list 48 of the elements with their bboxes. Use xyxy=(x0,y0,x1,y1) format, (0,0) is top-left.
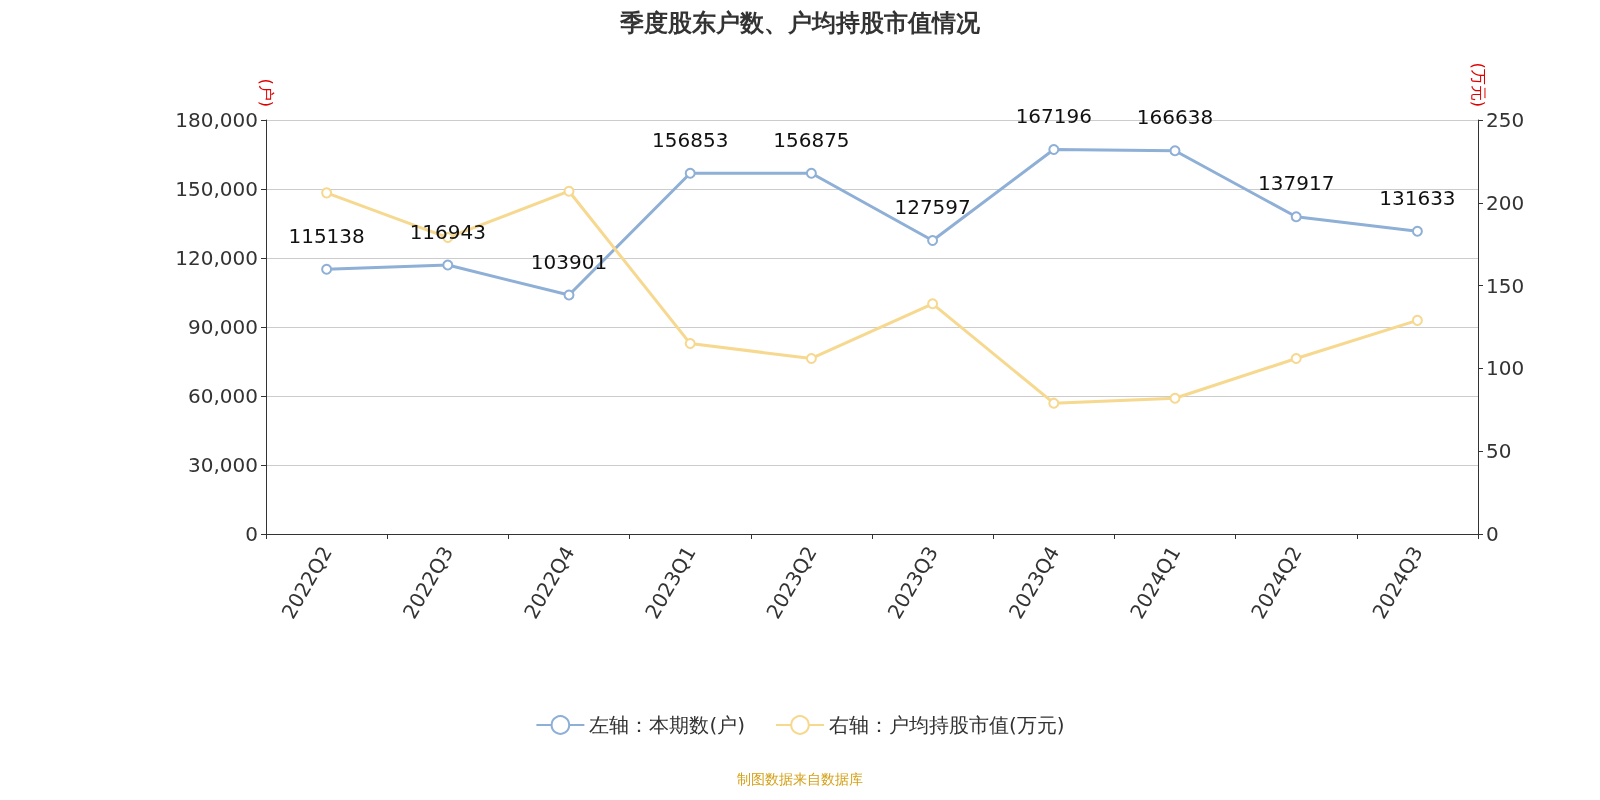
y-tick-label: 0 xyxy=(245,522,258,546)
data-label: 156875 xyxy=(773,127,850,152)
y2-tick-label: 0 xyxy=(1486,522,1499,546)
y2-tick-label: 250 xyxy=(1486,108,1525,132)
point xyxy=(1411,314,1423,326)
point xyxy=(684,338,696,350)
point xyxy=(563,185,575,197)
data-label: 131633 xyxy=(1379,185,1456,210)
y2-tick-label: 200 xyxy=(1486,190,1525,215)
point xyxy=(321,187,333,199)
point xyxy=(1048,397,1060,409)
point xyxy=(805,352,817,364)
y2-tick-label: 50 xyxy=(1486,439,1512,464)
data-label: 137917 xyxy=(1258,171,1335,196)
y-tick-label: 60,000 xyxy=(188,384,258,408)
y-tick-label: 30,000 xyxy=(188,453,258,477)
data-label: 127597 xyxy=(894,195,971,220)
point xyxy=(1169,392,1181,404)
y-tick-label: 90,000 xyxy=(188,315,258,339)
point xyxy=(442,259,454,271)
point xyxy=(1169,145,1181,157)
point xyxy=(1048,143,1060,155)
point xyxy=(321,263,333,275)
point xyxy=(684,167,696,179)
y-tick-label: 120,000 xyxy=(175,246,258,270)
y-tick-label: 150,000 xyxy=(175,177,258,201)
point xyxy=(1290,352,1302,364)
point xyxy=(1411,225,1423,237)
point xyxy=(927,235,939,247)
data-label: 103901 xyxy=(530,249,608,274)
text: 制图数据来自数据库 xyxy=(737,771,863,787)
data-label: 167196 xyxy=(1015,103,1092,128)
point xyxy=(927,298,939,310)
y2-tick-label: 100 xyxy=(1486,356,1525,381)
legend-label: 左轴：本期数(户) xyxy=(589,713,745,737)
data-label: 156853 xyxy=(652,127,729,152)
point xyxy=(563,289,575,301)
legend-label: 右轴：户均持股市值(万元) xyxy=(829,713,1065,737)
data-label: 115138 xyxy=(288,223,365,248)
y2-axis-title: (万元) xyxy=(1468,62,1488,108)
point xyxy=(1290,211,1302,223)
data-label: 166638 xyxy=(1136,105,1214,130)
data-label: 116943 xyxy=(409,219,486,244)
y2-tick-label: 150 xyxy=(1486,273,1525,298)
chart-title: 季度股东户数、户均持股市值情况 xyxy=(619,9,981,37)
y-axis-title: (户) xyxy=(256,78,276,108)
y-tick-label: 180,000 xyxy=(175,108,258,132)
point xyxy=(805,167,817,179)
